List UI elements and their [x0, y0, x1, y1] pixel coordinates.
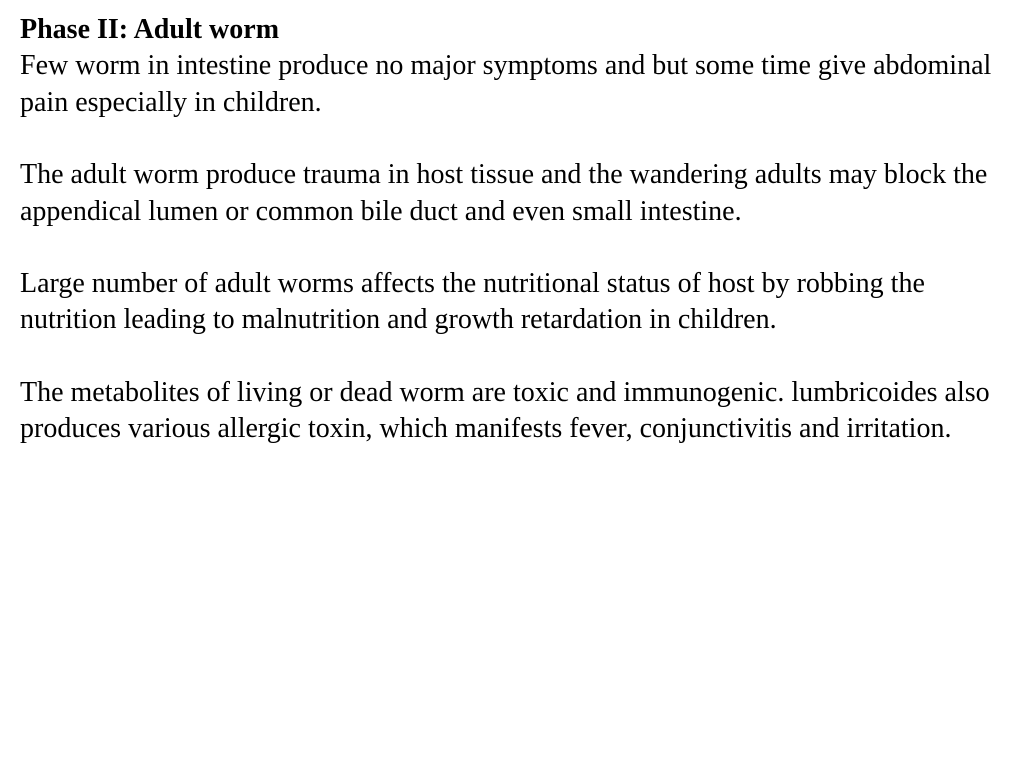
paragraph-3: Large number of adult worms affects the …	[20, 266, 1004, 339]
spacer	[20, 121, 1004, 157]
paragraph-1: Few worm in intestine produce no major s…	[20, 48, 1004, 121]
spacer	[20, 230, 1004, 266]
section-heading: Phase II: Adult worm	[20, 14, 279, 45]
paragraph-2: The adult worm produce trauma in host ti…	[20, 157, 1004, 230]
spacer	[20, 339, 1004, 375]
document-slide: Phase II: Adult worm Few worm in intesti…	[20, 12, 1004, 448]
paragraph-4: The metabolites of living or dead worm a…	[20, 375, 1004, 448]
